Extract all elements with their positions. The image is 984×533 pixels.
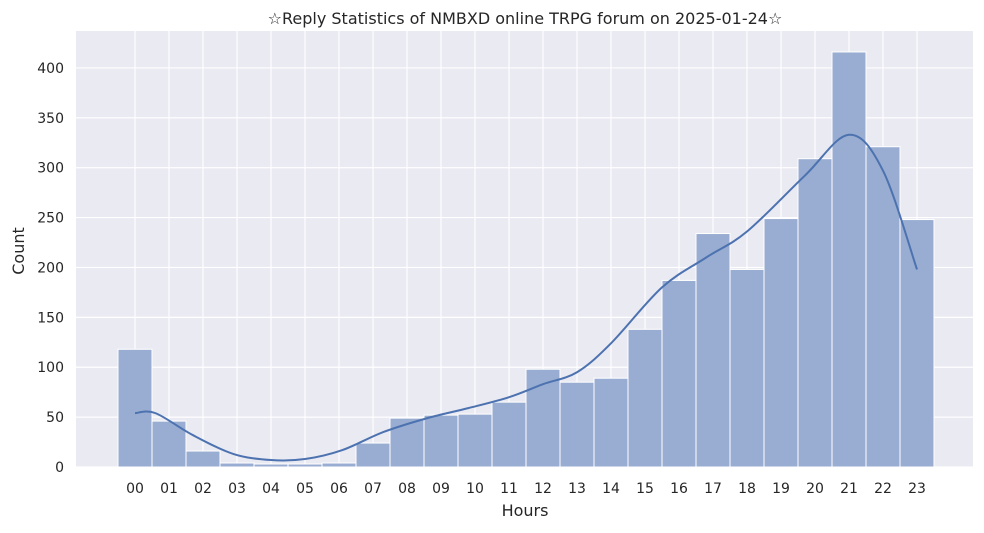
x-tick-08: 08 xyxy=(398,481,416,497)
bar-hour-00 xyxy=(117,348,153,468)
x-tick-23: 23 xyxy=(908,481,926,497)
bar-hour-18 xyxy=(729,268,765,468)
x-tick-12: 12 xyxy=(534,481,552,497)
x-tick-00: 00 xyxy=(126,481,144,497)
x-tick-21: 21 xyxy=(840,481,858,497)
grid-lines xyxy=(76,31,973,468)
x-tick-10: 10 xyxy=(466,481,484,497)
x-tick-03: 03 xyxy=(228,481,246,497)
x-tick-17: 17 xyxy=(704,481,722,497)
bar-hour-14 xyxy=(593,377,629,468)
x-tick-15: 15 xyxy=(636,481,654,497)
x-tick-20: 20 xyxy=(806,481,824,497)
bar-hour-12 xyxy=(525,368,561,468)
y-tick-0: 0 xyxy=(55,460,64,476)
y-axis-label: Count xyxy=(9,227,28,275)
bar-hour-19 xyxy=(763,218,799,468)
bar-hour-20 xyxy=(797,158,833,468)
bar-hour-13 xyxy=(559,381,595,468)
bar-hour-08 xyxy=(389,417,425,468)
y-tick-labels: 0 50 100 150 200 250 300 350 400 xyxy=(37,61,64,476)
bar-hour-11 xyxy=(491,401,527,468)
y-tick-50: 50 xyxy=(46,410,64,426)
x-tick-05: 05 xyxy=(296,481,314,497)
x-tick-11: 11 xyxy=(500,481,518,497)
y-tick-100: 100 xyxy=(37,360,64,376)
x-tick-04: 04 xyxy=(262,481,280,497)
bar-hour-05 xyxy=(287,463,323,468)
bar-hour-09 xyxy=(423,414,459,468)
y-tick-300: 300 xyxy=(37,161,64,177)
bar-hour-10 xyxy=(457,413,493,468)
bar-hour-22 xyxy=(865,146,901,468)
x-tick-16: 16 xyxy=(670,481,688,497)
x-tick-07: 07 xyxy=(364,481,382,497)
x-tick-19: 19 xyxy=(772,481,790,497)
bar-hour-17 xyxy=(695,233,731,468)
x-tick-01: 01 xyxy=(160,481,178,497)
bar-hour-04 xyxy=(253,463,289,468)
bars xyxy=(117,51,935,468)
y-tick-200: 200 xyxy=(37,260,64,276)
bar-hour-23 xyxy=(899,219,935,468)
x-tick-09: 09 xyxy=(432,481,450,497)
x-tick-13: 13 xyxy=(568,481,586,497)
y-tick-400: 400 xyxy=(37,61,64,77)
y-tick-150: 150 xyxy=(37,310,64,326)
bar-hour-16 xyxy=(661,279,697,468)
y-tick-250: 250 xyxy=(37,211,64,227)
bar-hour-07 xyxy=(355,442,391,468)
x-axis-label: Hours xyxy=(502,501,549,520)
x-tick-18: 18 xyxy=(738,481,756,497)
x-tick-14: 14 xyxy=(602,481,620,497)
x-tick-labels: 00 01 02 03 04 05 06 07 08 09 10 11 12 13 14 15 16 17 18 19… xyxy=(126,481,926,497)
chart-title: ☆Reply Statistics of NMBXD online TRPG f… xyxy=(268,9,783,28)
x-tick-22: 22 xyxy=(874,481,892,497)
bar-hour-21 xyxy=(831,51,867,468)
x-tick-02: 02 xyxy=(194,481,212,497)
x-tick-06: 06 xyxy=(330,481,348,497)
bar-hour-15 xyxy=(627,328,663,468)
bar-hour-02 xyxy=(185,450,221,468)
kde-curve xyxy=(134,133,918,462)
bar-hour-03 xyxy=(219,462,255,468)
y-tick-350: 350 xyxy=(37,111,64,127)
bar-hour-06 xyxy=(321,462,357,468)
